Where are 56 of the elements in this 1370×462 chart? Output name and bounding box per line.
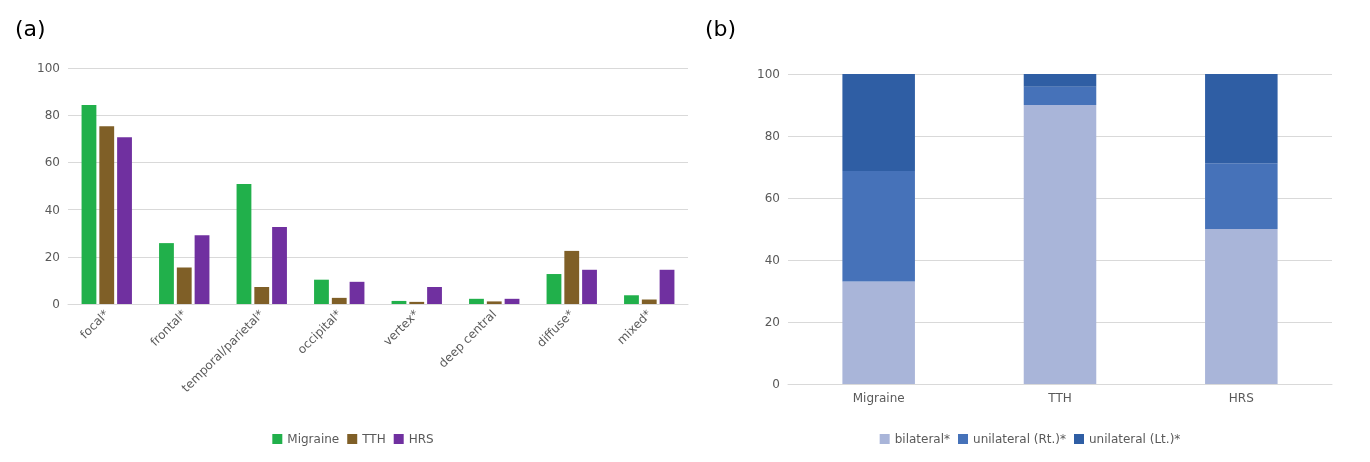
- legend-label: bilateral*: [894, 432, 951, 446]
- bar: [842, 171, 915, 282]
- legend-label: TTH: [361, 432, 386, 446]
- bar: [409, 301, 425, 304]
- x-tick-label: Migraine: [852, 391, 905, 405]
- bar: [1023, 86, 1097, 105]
- bar: [546, 274, 562, 304]
- y-tick-label: 60: [44, 155, 60, 170]
- y-tick-label: 100: [757, 67, 780, 81]
- y-tick-label: 20: [44, 249, 60, 264]
- bar: [194, 235, 210, 304]
- y-tick-label: 20: [764, 315, 780, 329]
- bar: [1023, 105, 1097, 384]
- bar: [469, 298, 484, 304]
- bar: [427, 287, 442, 304]
- bar: [331, 297, 347, 304]
- chart-title: (b): [705, 15, 737, 41]
- x-tick-label: TTH: [1047, 391, 1072, 405]
- bar: [236, 184, 252, 304]
- chart-title: (a): [15, 15, 46, 41]
- y-tick-label: 80: [764, 129, 780, 143]
- legend-label: HRS: [408, 432, 434, 446]
- bar: [1205, 74, 1278, 164]
- bar: [159, 243, 174, 304]
- y-tick-label: 0: [772, 377, 780, 391]
- bar: [254, 287, 270, 304]
- bar: [641, 299, 657, 304]
- y-tick-label: 40: [44, 202, 60, 217]
- y-tick-label: 40: [764, 253, 780, 267]
- y-tick-label: 0: [52, 297, 60, 311]
- y-tick-label: 60: [764, 191, 780, 205]
- bar: [504, 298, 520, 304]
- bar: [272, 227, 287, 304]
- bar: [564, 250, 580, 304]
- y-tick-label: 100: [37, 61, 60, 75]
- y-tick-label: 80: [44, 108, 60, 123]
- bar: [1205, 163, 1278, 229]
- bar: [1023, 74, 1097, 87]
- legend-label: unilateral (Rt.)*: [973, 432, 1067, 446]
- bar: [486, 301, 502, 304]
- bar: [81, 105, 97, 304]
- bar: [1205, 229, 1278, 384]
- bar: [582, 269, 597, 304]
- bar: [117, 137, 132, 304]
- bar: [659, 269, 675, 304]
- bar: [624, 295, 639, 304]
- bar: [842, 74, 915, 172]
- bar: [99, 126, 115, 304]
- bar: [349, 281, 365, 304]
- bar: [391, 300, 407, 304]
- legend-label: Migraine: [287, 432, 340, 446]
- x-tick-label: HRS: [1228, 391, 1254, 405]
- bar: [314, 279, 329, 304]
- legend-label: unilateral (Lt.)*: [1089, 432, 1181, 446]
- bar: [176, 267, 192, 304]
- bar: [842, 281, 915, 384]
